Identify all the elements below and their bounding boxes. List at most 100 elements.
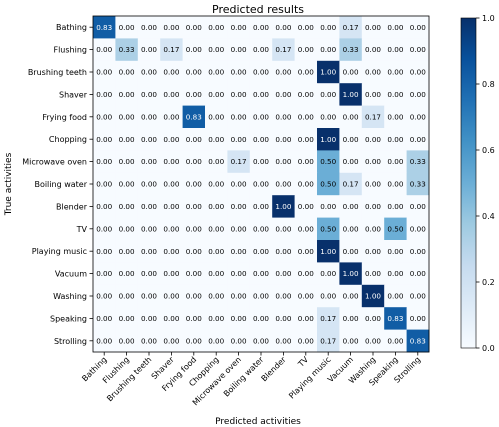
y-tick-label: Speaking (50, 314, 87, 323)
cell-value-label: 0.00 (163, 180, 179, 189)
cell-value-label: 0.00 (275, 247, 291, 256)
y-tick-label: TV (76, 225, 88, 234)
cell-value-label: 0.00 (119, 247, 135, 256)
y-tick-label: Washing (53, 292, 87, 301)
cell-value-label: 0.00 (163, 269, 179, 278)
cell-value-label: 0.00 (253, 336, 269, 345)
cell-value-label: 0.00 (186, 23, 202, 32)
x-axis-ticks: BathingFlushingBrushing teethShaverFryin… (80, 352, 422, 407)
cell-value-label: 0.00 (163, 135, 179, 144)
y-tick-label: Chopping (49, 135, 87, 144)
cell-value-label: 0.00 (96, 336, 112, 345)
cell-value-label: 0.00 (163, 112, 179, 121)
cell-value-label: 0.00 (141, 314, 157, 323)
cell-value-label: 0.00 (320, 45, 336, 54)
y-tick-label: Brushing teeth (28, 68, 87, 77)
y-tick-label: Playing music (32, 247, 87, 256)
cell-value-label: 0.00 (275, 292, 291, 301)
cell-value-label: 0.00 (186, 336, 202, 345)
cell-value-label: 0.00 (96, 90, 112, 99)
cell-value-label: 0.00 (253, 314, 269, 323)
cell-value-label: 0.00 (275, 269, 291, 278)
cell-value-label: 0.00 (231, 336, 247, 345)
y-tick-label: Bathing (56, 23, 87, 32)
cell-value-label: 0.00 (298, 23, 314, 32)
cell-value-label: 0.00 (163, 202, 179, 211)
cell-value-label: 0.00 (387, 68, 403, 77)
cell-value-label: 0.00 (387, 202, 403, 211)
cell-value-label: 0.00 (365, 23, 381, 32)
cell-value-label: 0.00 (365, 45, 381, 54)
cell-value-label: 0.17 (275, 45, 291, 54)
cell-value-label: 0.00 (253, 45, 269, 54)
cell-value-label: 0.00 (343, 157, 359, 166)
cell-value-label: 0.00 (275, 336, 291, 345)
cell-value-label: 0.83 (186, 112, 202, 121)
cell-value-label: 0.00 (231, 112, 247, 121)
cell-value-label: 0.00 (96, 135, 112, 144)
cell-value-label: 0.83 (387, 314, 403, 323)
cell-value-label: 0.00 (141, 269, 157, 278)
cell-value-label: 0.00 (343, 336, 359, 345)
x-tick-label: Blender (260, 355, 289, 384)
cell-value-label: 0.00 (208, 68, 224, 77)
chart-title: Predicted results (212, 3, 304, 16)
cell-value-label: 0.00 (186, 224, 202, 233)
cell-value-label: 0.00 (410, 269, 426, 278)
cell-value-label: 0.00 (231, 292, 247, 301)
y-tick-label: Flushing (53, 46, 87, 55)
cell-value-label: 0.00 (96, 45, 112, 54)
cell-value-label: 0.17 (163, 45, 179, 54)
cell-value-label: 0.00 (141, 45, 157, 54)
cell-value-label: 0.00 (208, 45, 224, 54)
cell-value-label: 0.00 (186, 292, 202, 301)
cell-value-label: 0.00 (253, 112, 269, 121)
cell-value-label: 0.00 (186, 68, 202, 77)
cell-value-label: 0.00 (186, 180, 202, 189)
cell-value-label: 1.00 (343, 90, 359, 99)
cell-value-label: 0.00 (365, 269, 381, 278)
cell-value-label: 0.00 (141, 180, 157, 189)
cell-value-label: 1.00 (320, 135, 336, 144)
cell-value-label: 1.00 (365, 292, 381, 301)
cell-value-label: 0.00 (365, 202, 381, 211)
cell-value-label: 0.00 (96, 247, 112, 256)
cell-value-label: 0.00 (343, 202, 359, 211)
cell-value-label: 0.00 (298, 157, 314, 166)
y-tick-label: Frying food (42, 113, 87, 122)
cell-value-label: 0.00 (387, 336, 403, 345)
cell-value-label: 0.00 (298, 180, 314, 189)
cell-value-label: 1.00 (320, 247, 336, 256)
cell-value-label: 0.00 (253, 269, 269, 278)
cell-value-label: 0.00 (231, 68, 247, 77)
cell-value-label: 0.00 (410, 314, 426, 323)
colorbar (461, 18, 476, 348)
cell-value-label: 0.00 (163, 292, 179, 301)
cell-value-label: 0.00 (119, 157, 135, 166)
cell-value-label: 0.00 (410, 202, 426, 211)
cell-value-label: 0.00 (119, 90, 135, 99)
cell-value-label: 0.00 (253, 23, 269, 32)
cell-value-label: 0.00 (141, 247, 157, 256)
cell-value-label: 0.00 (231, 224, 247, 233)
cell-value-label: 0.00 (141, 135, 157, 144)
cell-value-label: 0.00 (387, 135, 403, 144)
cell-value-label: 0.00 (343, 68, 359, 77)
cell-value-label: 0.00 (163, 157, 179, 166)
cell-value-label: 0.50 (387, 224, 403, 233)
cell-value-label: 0.00 (298, 336, 314, 345)
cell-value-label: 0.00 (275, 90, 291, 99)
cell-value-label: 0.17 (343, 180, 359, 189)
cell-value-label: 0.00 (387, 269, 403, 278)
cell-value-label: 0.00 (231, 247, 247, 256)
cell-value-label: 0.00 (208, 157, 224, 166)
cell-value-label: 0.00 (186, 247, 202, 256)
cell-value-label: 0.00 (208, 224, 224, 233)
cell-value-label: 0.00 (275, 180, 291, 189)
cell-value-label: 0.00 (253, 202, 269, 211)
cell-value-label: 0.00 (186, 314, 202, 323)
cell-value-label: 0.00 (253, 180, 269, 189)
x-tick-label: TV (296, 355, 311, 370)
cell-value-label: 0.00 (96, 224, 112, 233)
